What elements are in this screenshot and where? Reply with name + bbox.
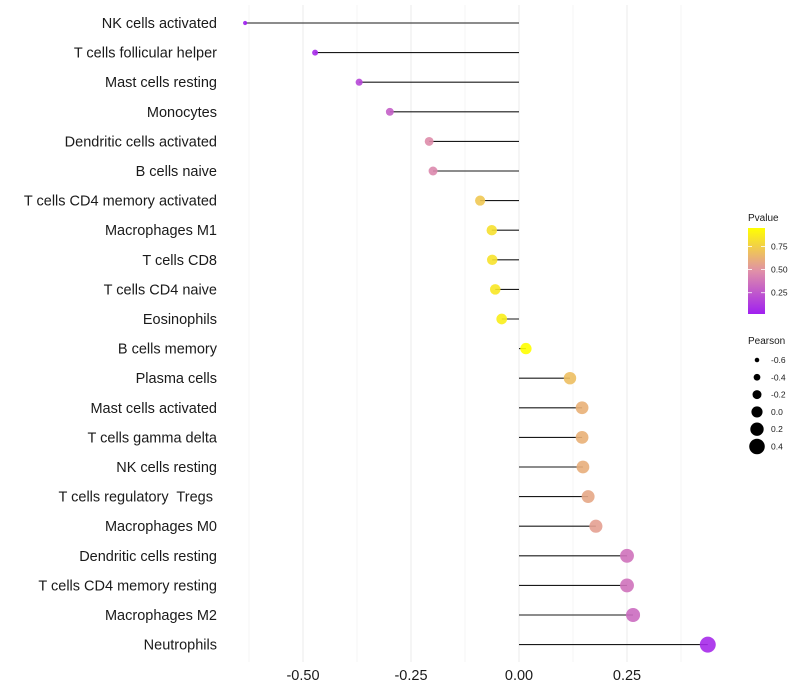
size-key-dot bbox=[752, 390, 762, 400]
colorbar-tick-label: 0.50 bbox=[771, 265, 788, 275]
points bbox=[243, 20, 716, 653]
y-tick-label: Plasma cells bbox=[136, 371, 217, 387]
point bbox=[626, 607, 641, 623]
point bbox=[312, 49, 319, 56]
point bbox=[486, 254, 498, 266]
y-tick-label: Macrophages M0 bbox=[105, 519, 217, 535]
pvalue-colorbar-ticks: 0.25 0.50 0.75 bbox=[748, 241, 788, 298]
y-tick-label: Eosinophils bbox=[143, 312, 217, 328]
y-tick-label: T cells gamma delta bbox=[88, 430, 218, 446]
size-key-dot bbox=[749, 438, 765, 455]
y-tick-label: NK cells activated bbox=[102, 16, 217, 32]
y-tick-label: T cells CD4 memory activated bbox=[24, 194, 217, 210]
pvalue-legend-title: Pvalue bbox=[748, 213, 779, 224]
size-key-dot bbox=[750, 422, 764, 436]
y-tick-label: Monocytes bbox=[147, 105, 217, 121]
y-tick-label: Neutrophils bbox=[144, 638, 217, 654]
pearson-legend-title: Pearson bbox=[748, 336, 785, 347]
colorbar-tick-label: 0.25 bbox=[771, 288, 788, 298]
x-tick-label: -0.25 bbox=[394, 668, 427, 684]
pvalue-legend: Pvalue 0.25 0.50 0.75 bbox=[748, 213, 788, 314]
point bbox=[575, 401, 589, 415]
y-tick-label: Dendritic cells activated bbox=[65, 134, 217, 150]
size-key-label: -0.6 bbox=[771, 355, 786, 365]
size-key-label: -0.4 bbox=[771, 372, 786, 382]
size-key-label: 0.4 bbox=[771, 442, 783, 452]
y-tick-label: T cells CD8 bbox=[142, 253, 217, 269]
y-tick-label: T cells follicular helper bbox=[74, 46, 217, 62]
y-tick-label: T cells CD4 memory resting bbox=[38, 578, 217, 594]
x-axis-tick-labels: -0.50 -0.25 0.00 0.25 bbox=[286, 668, 641, 684]
pearson-legend: Pearson -0.6 -0.4 -0.2 0.0 0.2 0.4 bbox=[748, 336, 786, 455]
y-tick-label: B cells memory bbox=[118, 342, 218, 358]
point bbox=[496, 313, 508, 325]
y-tick-label: NK cells resting bbox=[116, 460, 217, 476]
size-key-label: 0.0 bbox=[771, 407, 783, 417]
point bbox=[475, 195, 486, 206]
colorbar-tick-label: 0.75 bbox=[771, 241, 788, 251]
point bbox=[385, 107, 394, 116]
y-tick-label: Macrophages M2 bbox=[105, 608, 217, 624]
point bbox=[428, 166, 438, 176]
pearson-legend-keys: -0.6 -0.4 -0.2 0.0 0.2 0.4 bbox=[749, 355, 786, 455]
point bbox=[486, 224, 498, 236]
point bbox=[355, 78, 363, 86]
point bbox=[699, 636, 716, 653]
size-key-dot bbox=[754, 357, 760, 363]
point bbox=[563, 371, 577, 385]
pvalue-colorbar bbox=[748, 228, 765, 314]
y-tick-label: T cells regulatory Tregs bbox=[59, 490, 218, 506]
y-tick-label: Dendritic cells resting bbox=[79, 549, 217, 565]
size-key-dot bbox=[751, 406, 763, 418]
point bbox=[589, 519, 603, 533]
point bbox=[489, 284, 501, 295]
y-tick-label: Mast cells activated bbox=[90, 401, 217, 417]
x-tick-label: -0.50 bbox=[286, 668, 319, 684]
size-key-dot bbox=[753, 373, 761, 381]
point bbox=[620, 548, 634, 563]
point bbox=[575, 431, 589, 444]
point bbox=[576, 460, 590, 474]
grid-lines bbox=[248, 5, 682, 662]
point bbox=[520, 342, 532, 355]
size-key-label: -0.2 bbox=[771, 390, 786, 400]
point bbox=[243, 20, 248, 26]
y-axis-labels: NK cells activated T cells follicular hel… bbox=[24, 16, 218, 654]
y-tick-label: T cells CD4 naive bbox=[104, 282, 217, 298]
size-key-label: 0.2 bbox=[771, 424, 783, 434]
point bbox=[581, 490, 595, 504]
stems bbox=[245, 22, 708, 646]
point bbox=[424, 136, 434, 146]
y-tick-label: Mast cells resting bbox=[105, 75, 217, 91]
y-tick-label: B cells naive bbox=[136, 164, 217, 180]
y-tick-label: Macrophages M1 bbox=[105, 223, 217, 239]
x-tick-label: 0.25 bbox=[613, 668, 641, 684]
x-tick-label: 0.00 bbox=[505, 668, 533, 684]
point bbox=[620, 578, 634, 593]
